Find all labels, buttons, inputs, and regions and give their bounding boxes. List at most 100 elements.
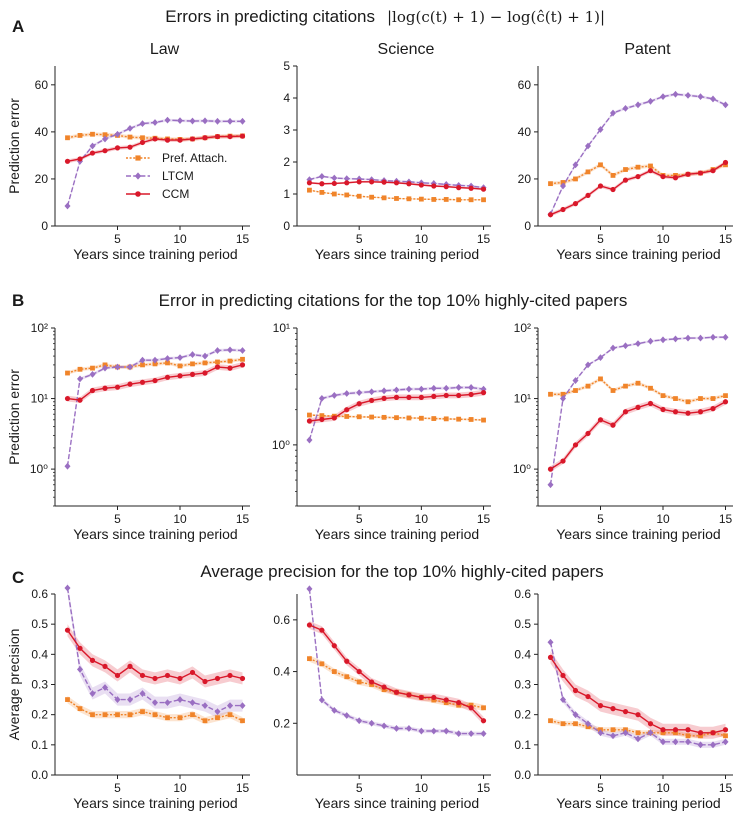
point-ccm bbox=[660, 727, 666, 733]
y-tick-label: 10⁰ bbox=[272, 438, 290, 452]
point-ltcm bbox=[164, 699, 171, 706]
point-ltcm bbox=[318, 173, 325, 180]
point-ccm bbox=[114, 672, 121, 679]
point-ccm bbox=[468, 705, 474, 711]
point-pa bbox=[115, 712, 120, 718]
point-pa bbox=[623, 167, 628, 172]
point-pa bbox=[585, 383, 591, 389]
point-ltcm bbox=[672, 738, 679, 746]
point-ccm bbox=[672, 727, 679, 733]
point-ltcm bbox=[610, 109, 616, 117]
x-tick-label: 5 bbox=[597, 512, 604, 526]
point-pa bbox=[685, 399, 691, 405]
point-pa bbox=[648, 385, 653, 391]
point-pa bbox=[573, 176, 578, 182]
y-tick-label: 1 bbox=[283, 187, 290, 201]
point-ltcm bbox=[189, 351, 196, 358]
point-pa bbox=[481, 705, 486, 711]
point-pa bbox=[610, 727, 616, 733]
point-ccm bbox=[547, 654, 554, 660]
point-ccm bbox=[468, 185, 474, 191]
point-pa bbox=[90, 365, 95, 371]
point-ltcm bbox=[239, 117, 246, 125]
point-ltcm bbox=[647, 97, 654, 105]
point-ccm bbox=[127, 381, 133, 387]
point-ccm bbox=[406, 692, 412, 698]
point-ccm bbox=[560, 458, 566, 464]
point-ltcm bbox=[405, 725, 412, 732]
x-tick-label: 5 bbox=[114, 781, 121, 795]
point-ltcm bbox=[685, 334, 691, 342]
point-pa bbox=[710, 396, 716, 401]
point-pa bbox=[723, 733, 728, 739]
panel-title: Law bbox=[150, 41, 180, 58]
point-ltcm bbox=[114, 130, 121, 138]
point-ltcm bbox=[139, 120, 146, 128]
point-ccm bbox=[443, 697, 449, 703]
y-tick-label: 60 bbox=[35, 78, 49, 92]
y-tick-label: 0.2 bbox=[273, 716, 290, 730]
point-ccm bbox=[431, 183, 437, 189]
x-tick-label: 15 bbox=[477, 781, 491, 795]
point-ccm bbox=[127, 663, 133, 670]
point-ltcm bbox=[697, 93, 704, 100]
point-ccm bbox=[177, 675, 183, 682]
y-tick-label: 10⁰ bbox=[30, 462, 48, 476]
y-tick-label: 60 bbox=[518, 78, 532, 92]
point-ccm bbox=[710, 730, 716, 736]
point-ltcm bbox=[64, 202, 71, 210]
point-pa bbox=[152, 361, 158, 367]
point-pa bbox=[202, 360, 208, 366]
point-ltcm bbox=[381, 387, 388, 395]
point-ccm bbox=[164, 137, 171, 143]
point-pa bbox=[481, 417, 486, 423]
band-pa bbox=[550, 718, 726, 739]
point-ltcm bbox=[152, 119, 158, 126]
y-tick-label: 0.1 bbox=[514, 738, 531, 752]
point-ccm bbox=[635, 404, 641, 410]
point-ccm bbox=[672, 409, 679, 415]
point-ltcm bbox=[202, 117, 208, 125]
y-tick-label: 10¹ bbox=[31, 392, 48, 406]
y-tick-label: 0.4 bbox=[273, 665, 290, 679]
x-tick-label: 5 bbox=[114, 232, 121, 246]
point-pa bbox=[468, 197, 474, 203]
point-ltcm bbox=[393, 725, 400, 732]
point-ccm bbox=[697, 170, 704, 176]
point-pa bbox=[65, 697, 70, 702]
point-pa bbox=[127, 712, 133, 718]
point-ltcm bbox=[710, 95, 716, 103]
point-ccm bbox=[239, 675, 246, 682]
point-pa bbox=[443, 197, 449, 202]
point-ltcm bbox=[331, 174, 338, 182]
point-ltcm bbox=[177, 117, 183, 124]
point-ltcm bbox=[189, 699, 196, 706]
panel-title: Patent bbox=[624, 41, 671, 58]
point-ccm bbox=[202, 135, 208, 141]
point-ccm bbox=[127, 144, 133, 150]
point-ccm bbox=[597, 703, 604, 709]
point-pa bbox=[548, 391, 553, 397]
point-ccm bbox=[585, 192, 591, 199]
point-ltcm bbox=[331, 392, 338, 399]
series-line-pa bbox=[67, 699, 243, 722]
x-tick-label: 5 bbox=[356, 232, 363, 246]
y-tick-label: 10¹ bbox=[514, 392, 531, 406]
point-ccm bbox=[560, 206, 566, 213]
point-pa bbox=[468, 417, 474, 422]
point-pa bbox=[406, 415, 412, 421]
point-pa bbox=[418, 196, 424, 202]
point-ltcm bbox=[77, 666, 83, 673]
point-ltcm bbox=[102, 684, 108, 691]
y-tick-label: 20 bbox=[518, 172, 532, 186]
point-ccm bbox=[306, 180, 313, 186]
point-ccm bbox=[239, 133, 246, 139]
point-ccm bbox=[239, 362, 246, 368]
point-ltcm bbox=[102, 135, 108, 143]
point-ltcm bbox=[227, 346, 233, 354]
point-pa bbox=[443, 416, 449, 422]
point-ccm bbox=[344, 658, 350, 664]
point-ccm bbox=[64, 627, 71, 633]
row-title-b: Error in predicting citations for the to… bbox=[159, 291, 628, 310]
